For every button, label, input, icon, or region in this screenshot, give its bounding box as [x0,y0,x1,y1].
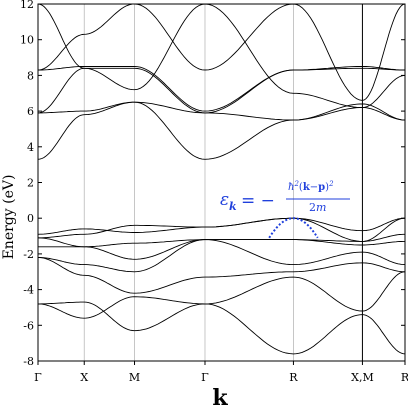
y-tick-label-7: 6 [27,105,34,118]
x-tick-label-3: Γ [201,371,209,384]
y-tick-label-2: -4 [23,284,34,297]
svg-text:ħ2(k−p)2: ħ2(k−p)2 [288,180,334,193]
x-tick-label-6: R [401,371,408,384]
band-b14 [37,3,406,108]
svg-text:ε: ε [220,190,229,210]
y-tick-label-8: 8 [27,69,34,82]
y-axis-ticks: -8 -6 -4 -2 0 2 4 6 8 10 12 [20,0,405,368]
plot-frame [37,3,406,362]
x-tick-label-2: M [129,371,140,384]
y-tick-label-6: 4 [27,141,34,154]
y-tick-label-1: -6 [23,319,34,332]
y-tick-label-3: -2 [23,248,34,261]
y-tick-label-4: 0 [27,212,34,225]
x-tick-label-4: R [289,371,298,384]
band-b13 [37,3,406,101]
dispersion-equation: ε k = − ħ2(k−p)2 2m [220,180,350,214]
y-tick-label-9: 10 [20,34,34,47]
y-tick-label-10: 12 [20,0,34,11]
svg-text:k: k [229,200,237,213]
band-series [37,3,406,355]
x-axis-label: k [212,385,228,409]
band-b8 [37,217,406,235]
fit-parabola [268,217,319,239]
y-tick-label-0: -8 [23,355,34,368]
band-b12 [38,66,405,112]
band-b5 [38,239,405,260]
svg-text:= −: = − [241,191,275,211]
grid-lines [83,4,363,361]
band-b2 [38,271,406,319]
y-tick-label-5: 2 [27,177,34,190]
band-b1 [38,301,406,355]
fit-curve [268,217,319,239]
band-b10 [38,101,405,121]
x-axis-ticks: Γ X M Γ R X,M R [34,361,408,384]
x-tick-label-1: X [80,371,88,384]
svg-text:2m: 2m [309,201,326,214]
band-b3 [38,257,406,294]
x-tick-label-5: X,M [351,371,374,384]
y-axis-label: Energy (eV) [1,175,17,260]
x-tick-label-0: Γ [34,371,42,384]
